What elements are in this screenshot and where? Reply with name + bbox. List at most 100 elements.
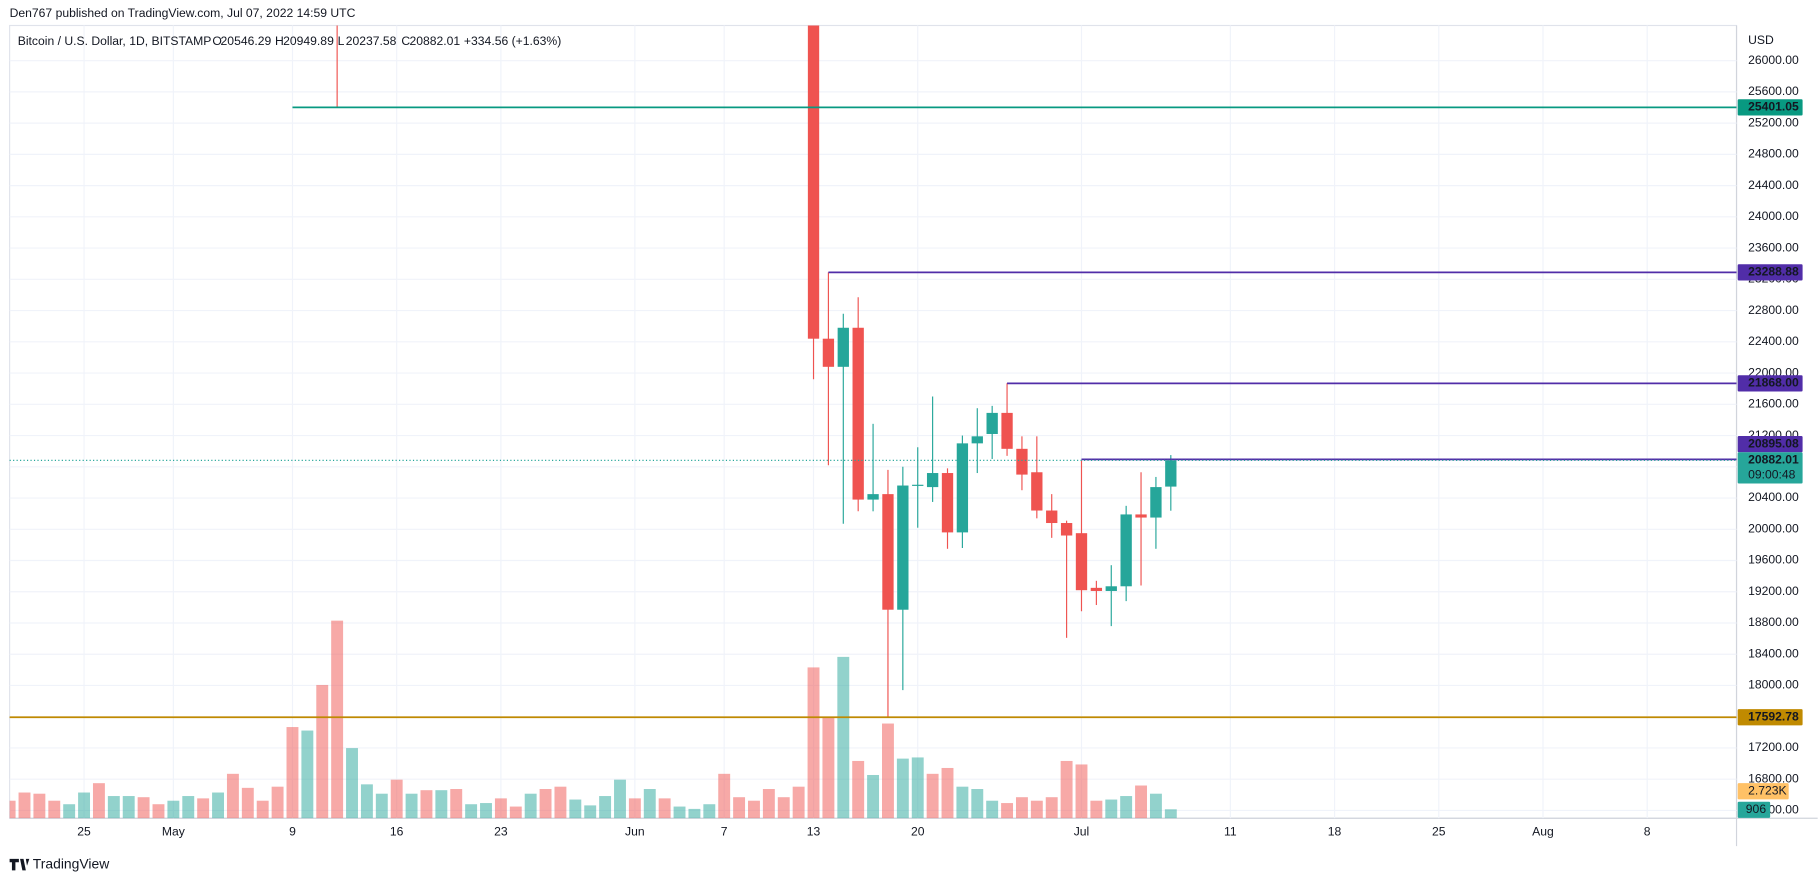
x-tick-label: 18 bbox=[1328, 824, 1342, 838]
x-tick-label: Jun bbox=[625, 824, 645, 838]
volume-bar bbox=[360, 784, 373, 819]
y-tick-label: 22800.00 bbox=[1748, 303, 1799, 317]
volume-bar bbox=[792, 786, 805, 819]
y-tick-label: 18000.00 bbox=[1748, 678, 1799, 692]
y-tick-label: 22400.00 bbox=[1748, 334, 1799, 348]
y-tick-label: 19200.00 bbox=[1748, 584, 1799, 598]
candle-body bbox=[1120, 514, 1132, 587]
level-label: 20895.08 bbox=[1748, 436, 1799, 450]
volume-bar bbox=[673, 806, 686, 819]
candle-body bbox=[926, 473, 939, 488]
y-tick-label: 24400.00 bbox=[1748, 178, 1799, 192]
candle-body bbox=[956, 443, 969, 533]
volume-bar bbox=[956, 786, 969, 819]
level-label-box bbox=[1737, 375, 1803, 392]
volume-bar bbox=[18, 792, 31, 819]
volume-bar bbox=[882, 723, 894, 819]
volume-bar bbox=[316, 684, 329, 819]
volume-bar bbox=[1060, 760, 1073, 819]
volume-bar bbox=[584, 805, 597, 819]
candle-body bbox=[837, 327, 849, 367]
volume-bar bbox=[480, 803, 492, 819]
volume-bar bbox=[92, 783, 105, 819]
candle-body bbox=[1031, 472, 1043, 511]
volume-bar bbox=[1090, 800, 1103, 819]
y-tick-label: 23600.00 bbox=[1748, 240, 1799, 254]
volume-bar bbox=[1135, 785, 1147, 819]
volume-bar bbox=[256, 800, 269, 819]
price-label: 20882.01 bbox=[1748, 453, 1799, 467]
x-tick-label: 9 bbox=[289, 824, 296, 838]
ohlc-letter: C bbox=[401, 34, 410, 48]
candle-body bbox=[867, 494, 879, 500]
level-label: 21868.00 bbox=[1748, 376, 1799, 390]
x-tick-label: 11 bbox=[1224, 824, 1237, 838]
candle-body bbox=[1090, 587, 1103, 591]
countdown: 09:00:48 bbox=[1748, 468, 1796, 482]
ohlc-value: 20546.29 bbox=[221, 34, 272, 48]
volume bbox=[9, 620, 1177, 819]
volume-bar bbox=[777, 797, 790, 819]
candle-body bbox=[852, 327, 864, 500]
volume-bar bbox=[911, 757, 924, 819]
candle-body bbox=[986, 412, 998, 434]
y-tick-label: 26000.00 bbox=[1748, 53, 1799, 67]
level-label-box bbox=[1737, 436, 1803, 453]
volume-bar bbox=[48, 800, 61, 819]
volume-bar bbox=[643, 789, 656, 819]
volume-bar bbox=[152, 804, 165, 819]
x-tick-label: 25 bbox=[77, 824, 91, 838]
volume-bar bbox=[837, 656, 850, 819]
y-tick-label: 16800.00 bbox=[1748, 771, 1799, 785]
y-tick-label: 20000.00 bbox=[1748, 521, 1799, 535]
x-tick-label: 16 bbox=[390, 824, 404, 838]
volume-bar bbox=[509, 806, 522, 819]
volume-bar bbox=[137, 797, 150, 819]
candle-body bbox=[1105, 586, 1117, 591]
volume-bar bbox=[926, 773, 939, 819]
volume-bar bbox=[599, 796, 612, 819]
y-tick-label: 25200.00 bbox=[1748, 115, 1799, 129]
volume-bar bbox=[1015, 797, 1028, 819]
candle-body bbox=[822, 338, 835, 367]
pane bbox=[9, 24, 1738, 819]
y-tick-label: 19600.00 bbox=[1748, 553, 1799, 567]
volume-bar bbox=[450, 789, 463, 819]
ohlc-letter: O bbox=[212, 34, 221, 48]
volume-bar bbox=[390, 779, 403, 819]
candle-body bbox=[971, 436, 983, 444]
x-tick-label: 7 bbox=[721, 824, 728, 838]
volume-bar bbox=[554, 786, 567, 819]
candle-body bbox=[1150, 487, 1162, 518]
volume-bar bbox=[226, 773, 239, 819]
volume-bar bbox=[762, 789, 775, 819]
candle-body bbox=[882, 494, 894, 610]
volume-bar bbox=[703, 804, 716, 819]
volume-bar bbox=[1149, 793, 1162, 819]
volume-bar bbox=[420, 790, 433, 819]
x-tick-label: 8 bbox=[1644, 824, 1651, 838]
y-tick-label: 20400.00 bbox=[1748, 490, 1799, 504]
candles bbox=[336, 25, 1177, 718]
volume-ma-box bbox=[1737, 783, 1789, 800]
volume-bar bbox=[1030, 800, 1043, 819]
x-tick-label: 25 bbox=[1432, 824, 1446, 838]
change: +334.56 (+1.63%) bbox=[464, 34, 561, 48]
candle-body bbox=[1135, 514, 1147, 518]
x-tick-label: 20 bbox=[911, 824, 925, 838]
axes: 16400.0016800.0017200.0017600.0018000.00… bbox=[77, 53, 1803, 838]
y-tick-label: 25600.00 bbox=[1748, 84, 1799, 98]
ohlc-value: 20949.89 bbox=[283, 34, 334, 48]
candle-body bbox=[897, 485, 909, 610]
volume-bar bbox=[63, 804, 76, 819]
volume-bar bbox=[628, 798, 641, 819]
volume-bar bbox=[212, 792, 224, 819]
volume-bar bbox=[197, 798, 210, 819]
volume-bar bbox=[9, 800, 16, 819]
volume-bar bbox=[807, 667, 820, 819]
volume-bar bbox=[941, 767, 954, 819]
level-label-box bbox=[1737, 709, 1803, 726]
level-label-box bbox=[1737, 99, 1803, 116]
